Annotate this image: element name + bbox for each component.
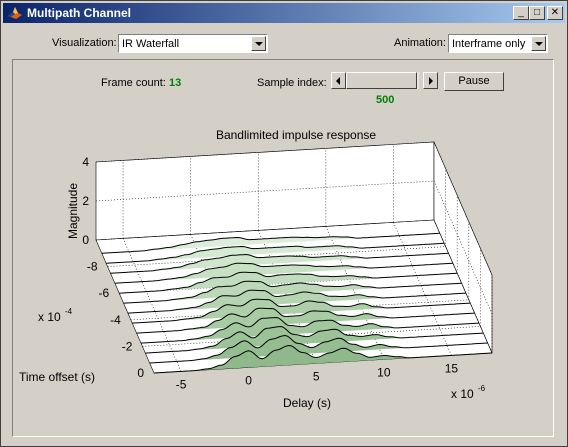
- series-line: [149, 334, 488, 364]
- z-tick-label: 2: [82, 194, 89, 208]
- grid-line: [95, 180, 435, 202]
- frame-count-value: 13: [169, 77, 182, 89]
- chart-title: Bandlimited impulse response: [216, 128, 376, 142]
- grid-line: [130, 299, 469, 321]
- x-axis-label: Delay (s): [283, 396, 331, 410]
- grid-line: [95, 141, 435, 163]
- series-line: [127, 289, 466, 314]
- grid-line: [433, 141, 493, 276]
- slider-thumb[interactable]: [346, 72, 417, 89]
- sample-index-slider[interactable]: [346, 72, 419, 89]
- visualization-dropdown-button[interactable]: [251, 36, 266, 51]
- animation-dropdown-button[interactable]: [531, 36, 546, 51]
- x-tick-label: -5: [176, 377, 187, 391]
- title-bar[interactable]: Multipath Channel _ □ ✕: [3, 3, 565, 23]
- slider-right-button[interactable]: [423, 72, 438, 89]
- y-tick-label: 0: [137, 366, 144, 380]
- x-tick-label: 15: [445, 361, 459, 375]
- frame-count-label: Frame count:: [101, 77, 166, 89]
- chart-series: [101, 232, 493, 374]
- maximize-icon: □: [533, 7, 541, 18]
- chevron-down-icon: [255, 42, 263, 46]
- arrow-left-icon: [336, 77, 340, 85]
- visualization-select[interactable]: IR Waterfall: [118, 34, 268, 53]
- y-exponent: -4: [65, 307, 73, 316]
- x-tick-label: 10: [377, 365, 391, 379]
- series-line: [110, 252, 449, 274]
- series-line: [132, 298, 471, 324]
- animation-label: Animation:: [394, 37, 446, 49]
- chart-ticks: -5 0 5 10 15 0 -2-4-6-8 0 2 4: [82, 155, 458, 391]
- pause-button[interactable]: Pause: [444, 72, 504, 91]
- plot-panel: [12, 59, 554, 437]
- grid-line: [107, 246, 446, 267]
- series-line: [153, 344, 493, 374]
- matlab-icon: [8, 7, 22, 19]
- series-line: [101, 232, 440, 254]
- z-tick-label: 4: [82, 155, 89, 169]
- sample-index-label: Sample index:: [257, 77, 327, 89]
- series-line: [119, 271, 458, 294]
- series-line: [145, 325, 484, 354]
- chevron-down-icon: [535, 42, 543, 46]
- series-line: [136, 307, 475, 334]
- y-exponent-label: x 10: [38, 310, 61, 324]
- series-line: [140, 316, 479, 344]
- grid-line: [433, 219, 493, 354]
- series-line: [106, 242, 445, 264]
- z-axis-label: Magnitude: [66, 183, 80, 239]
- grid-line: [433, 180, 493, 315]
- x-tick-label: 5: [313, 369, 320, 383]
- minimize-icon: _: [518, 7, 524, 18]
- close-button[interactable]: ✕: [547, 6, 563, 20]
- y-axis-label: Time offset (s): [19, 370, 95, 384]
- grid-line: [142, 326, 481, 347]
- animation-value: Interframe only: [452, 38, 526, 50]
- series-fill: [128, 234, 427, 252]
- series-fill: [133, 244, 431, 262]
- close-icon: ✕: [550, 7, 560, 18]
- series-fill: [137, 254, 435, 272]
- window-title: Multipath Channel: [27, 6, 131, 20]
- minimize-button[interactable]: _: [513, 6, 529, 20]
- arrow-right-icon: [429, 77, 433, 85]
- x-exponent-label: x 10: [451, 387, 474, 401]
- x-tick-label: 0: [245, 373, 252, 387]
- animation-select[interactable]: Interframe only: [448, 34, 548, 53]
- grid-line: [393, 222, 452, 356]
- slider-left-button[interactable]: [331, 72, 346, 89]
- y-tick-label: -4: [110, 313, 121, 327]
- visualization-value: IR Waterfall: [122, 38, 180, 50]
- z-tick-label: 0: [82, 233, 89, 247]
- grid-line: [95, 219, 435, 241]
- y-tick-label: -8: [87, 260, 98, 274]
- x-exponent: -6: [478, 384, 486, 393]
- y-tick-label: -2: [122, 339, 133, 353]
- y-tick-label: -6: [99, 286, 110, 300]
- maximize-button[interactable]: □: [529, 6, 545, 20]
- series-line: [123, 280, 462, 304]
- grid-line: [122, 238, 182, 372]
- visualization-label: Visualization:: [52, 37, 117, 49]
- series-fill: [181, 345, 479, 372]
- sample-index-value: 500: [376, 94, 395, 106]
- series-line: [114, 262, 453, 284]
